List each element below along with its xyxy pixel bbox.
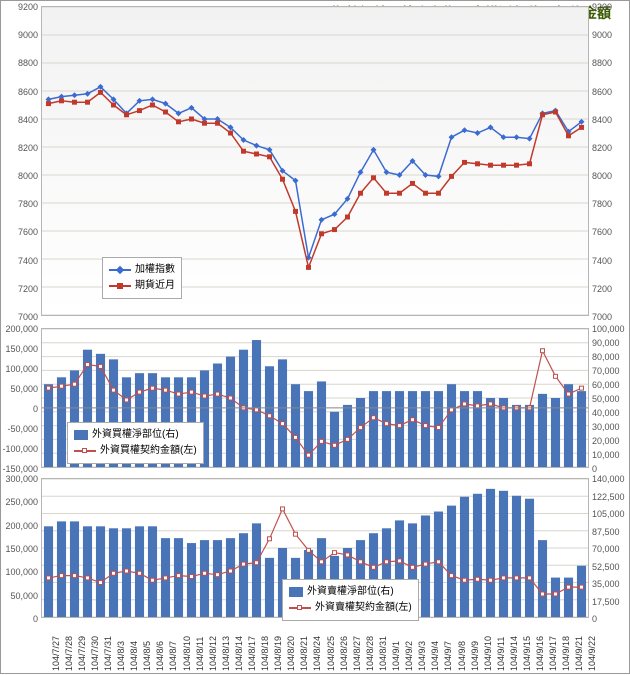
legend-label: 外資賣權契約金額(左) xyxy=(315,600,412,616)
x-tick-label: 104/9/15 xyxy=(522,636,526,671)
panel1-legend: 加權指數期貨近月 xyxy=(102,257,182,299)
x-tick-label: 104/8/14 xyxy=(234,636,238,671)
x-tick-label: 104/8/3 xyxy=(116,641,120,671)
x-tick-label: 104/9/14 xyxy=(509,636,513,671)
put-option-panel: 050,000100,000150,000200,000250,000300,0… xyxy=(41,478,589,618)
x-tick-label: 104/9/17 xyxy=(548,636,552,671)
panel2-y-right: 010,00020,00030,00040,00050,00060,00070,… xyxy=(588,329,628,467)
x-tick-label: 104/7/27 xyxy=(51,636,55,671)
x-tick-label: 104/8/6 xyxy=(155,641,159,671)
x-tick-label: 104/8/28 xyxy=(365,636,369,671)
x-tick-label: 104/8/7 xyxy=(168,641,172,671)
x-tick-label: 104/8/19 xyxy=(273,636,277,671)
panel3-y-right: 017,50035,00052,50070,00087,500105,00012… xyxy=(588,479,628,617)
x-tick-label: 104/7/28 xyxy=(64,636,68,671)
x-tick-label: 104/7/31 xyxy=(103,636,107,671)
index-price-panel: 7000720074007600780080008200840086008800… xyxy=(41,6,589,316)
x-tick-label: 104/8/4 xyxy=(129,641,133,671)
legend-label: 外資買權淨部位(右) xyxy=(92,427,179,443)
x-tick-label: 104/9/2 xyxy=(404,641,408,671)
panel1-y-left: 7000720074007600780080008200840086008800… xyxy=(2,7,42,315)
x-tick-label: 104/8/13 xyxy=(221,636,225,671)
x-tick-label: 104/9/10 xyxy=(483,636,487,671)
call-option-panel: -150,000-100,000-50,000050,000100,000150… xyxy=(41,328,589,468)
x-tick-label: 104/9/9 xyxy=(470,641,474,671)
panel3-legend: 外資賣權淨部位(右)外資賣權契約金額(左) xyxy=(282,579,419,621)
x-tick-label: 104/8/20 xyxy=(286,636,290,671)
legend-label: 外資賣權淨部位(右) xyxy=(307,584,394,600)
x-tick-label: 104/8/5 xyxy=(142,641,146,671)
legend-label: 外資買權契約金額(左) xyxy=(100,443,197,459)
x-tick-label: 104/9/3 xyxy=(417,641,421,671)
x-axis: 104/7/27 104/7/28 104/7/29 104/7/30 104/7/31… xyxy=(41,621,589,675)
x-tick-label: 104/9/11 xyxy=(496,637,500,671)
x-tick-label: 104/8/21 xyxy=(299,636,303,671)
x-tick-label: 104/8/25 xyxy=(326,636,330,671)
panel3-y-left: 050,000100,000150,000200,000250,000300,0… xyxy=(2,479,42,617)
x-tick-label: 104/8/10 xyxy=(182,636,186,671)
x-tick-label: 104/7/29 xyxy=(77,636,81,671)
x-tick-label: 104/8/11 xyxy=(195,637,199,671)
legend-label: 加權指數 xyxy=(135,262,175,278)
x-tick-label: 104/8/17 xyxy=(247,636,251,671)
x-tick-label: 104/8/31 xyxy=(378,636,382,671)
panel1-y-right: 7000720074007600780080008200840086008800… xyxy=(588,7,628,315)
x-tick-label: 104/7/30 xyxy=(90,636,94,671)
x-tick-label: 104/8/26 xyxy=(339,636,343,671)
x-tick-label: 104/8/18 xyxy=(260,636,264,671)
x-tick-label: 104/9/18 xyxy=(561,636,565,671)
panel2-legend: 外資買權淨部位(右)外資買權契約金額(左) xyxy=(67,422,204,464)
x-tick-label: 104/9/4 xyxy=(430,641,434,671)
x-tick-label: 104/9/21 xyxy=(574,636,578,671)
x-tick-label: 104/9/1 xyxy=(391,641,395,671)
x-tick-label: 104/9/22 xyxy=(587,636,591,671)
x-tick-label: 104/9/7 xyxy=(443,641,447,671)
legend-label: 期貨近月 xyxy=(135,278,175,294)
panel2-y-left: -150,000-100,000-50,000050,000100,000150… xyxy=(2,329,42,467)
x-tick-label: 104/8/27 xyxy=(352,636,356,671)
x-tick-label: 104/9/16 xyxy=(535,636,539,671)
x-tick-label: 104/9/8 xyxy=(457,641,461,671)
chart-container: 指數價差＆外資台指買賣權淨部位及契約金額 7000720074007600780… xyxy=(0,0,630,674)
x-tick-label: 104/8/12 xyxy=(208,636,212,671)
x-tick-label: 104/8/24 xyxy=(312,636,316,671)
